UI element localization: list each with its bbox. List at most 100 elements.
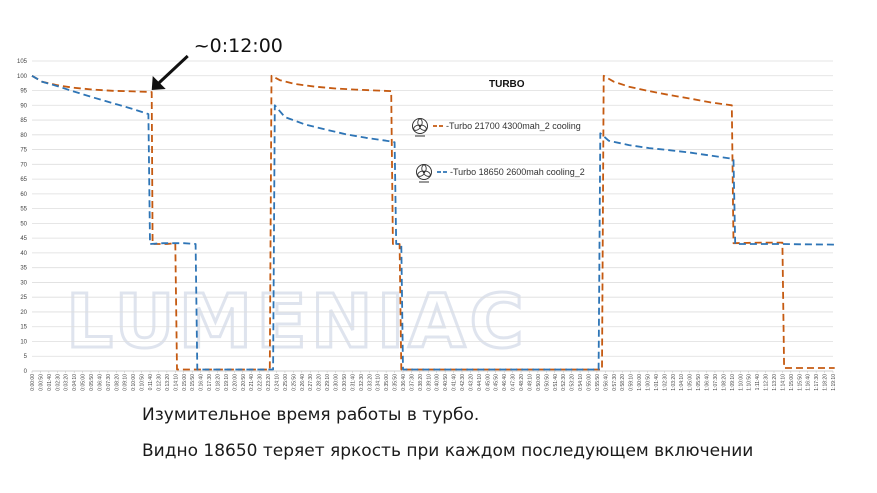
fan-icon-hub xyxy=(418,124,422,128)
x-tick-label: 1:12:30 xyxy=(764,374,770,391)
x-tick-label: 0:39:10 xyxy=(426,374,432,391)
x-tick-label: 0:32:30 xyxy=(359,374,365,391)
x-tick-label: 1:00:00 xyxy=(637,374,643,391)
series-21700-line xyxy=(31,74,835,371)
y-tick-label: 75 xyxy=(20,148,27,154)
x-tick-label: 0:15:50 xyxy=(190,374,196,391)
x-tick-label: 0:20:50 xyxy=(241,374,247,391)
legend-label: -Turbo 21700 4300mah_2 cooling xyxy=(446,121,581,131)
y-axis-ticks: 0 5 10 15 20 25 30 35 40 45 50 55 60 65 70 75 80 85 90 95 10… xyxy=(17,59,28,375)
x-tick-label: 0:56:40 xyxy=(603,374,609,391)
x-tick-label: 1:16:40 xyxy=(806,374,812,391)
legend-label: -Turbo 18650 2600mah cooling_2 xyxy=(450,167,585,177)
x-tick-label: 1:15:50 xyxy=(797,374,803,391)
y-tick-label: 105 xyxy=(17,59,28,65)
caption-line-2: Видно 18650 теряет яркость при каждом по… xyxy=(142,441,754,461)
y-tick-label: 50 xyxy=(20,221,27,227)
y-tick-label: 70 xyxy=(20,162,27,168)
x-tick-label: 0:31:40 xyxy=(350,374,356,391)
fan-icon xyxy=(412,118,428,137)
annotation-arrowhead xyxy=(151,76,166,90)
x-tick-label: 1:09:10 xyxy=(730,374,736,391)
x-tick-label: 0:35:50 xyxy=(393,374,399,391)
x-tick-label: 1:03:20 xyxy=(671,374,677,391)
x-tick-label: 0:10:00 xyxy=(131,374,137,391)
y-tick-label: 90 xyxy=(20,103,27,109)
x-tick-label: 0:00:00 xyxy=(30,374,36,391)
x-tick-label: 0:04:10 xyxy=(72,374,78,391)
x-tick-label: 0:17:30 xyxy=(207,374,213,391)
annotation-arrow xyxy=(155,54,189,87)
x-tick-label: 0:03:20 xyxy=(64,374,70,391)
x-tick-label: 0:16:40 xyxy=(199,374,205,391)
x-tick-label: 0:09:10 xyxy=(123,374,129,391)
y-tick-label: 60 xyxy=(20,192,27,198)
x-tick-label: 1:07:30 xyxy=(713,374,719,391)
x-tick-label: 0:12:30 xyxy=(156,374,162,391)
x-tick-label: 0:40:50 xyxy=(443,374,449,391)
y-tick-label: 30 xyxy=(20,280,27,286)
fan-icon xyxy=(416,164,432,183)
x-tick-label: 0:02:30 xyxy=(55,374,61,391)
x-tick-label: 0:48:20 xyxy=(519,374,525,391)
y-tick-label: 80 xyxy=(20,133,27,139)
x-tick-label: 0:28:20 xyxy=(317,374,323,391)
x-tick-label: 1:05:00 xyxy=(688,374,694,391)
x-tick-label: 0:45:00 xyxy=(485,374,491,391)
x-tick-label: 0:51:40 xyxy=(553,374,559,391)
x-tick-label: 0:55:50 xyxy=(595,374,601,391)
y-tick-label: 95 xyxy=(20,89,27,95)
x-tick-label: 0:40:00 xyxy=(435,374,441,391)
x-tick-label: 0:37:30 xyxy=(409,374,415,391)
x-tick-label: 0:36:40 xyxy=(401,374,407,391)
x-tick-label: 1:01:40 xyxy=(654,374,660,391)
annotation-label: ~0:12:00 xyxy=(194,35,283,57)
x-tick-label: 0:14:10 xyxy=(173,374,179,391)
x-tick-label: 0:25:00 xyxy=(283,374,289,391)
y-tick-label: 25 xyxy=(20,295,27,301)
x-tick-label: 0:54:10 xyxy=(578,374,584,391)
x-tick-label: 0:23:20 xyxy=(266,374,272,391)
x-tick-label: 0:07:30 xyxy=(106,374,112,391)
y-tick-label: 15 xyxy=(20,325,27,331)
y-tick-label: 55 xyxy=(20,207,27,213)
chart-gridlines xyxy=(32,60,833,372)
x-tick-label: 0:50:50 xyxy=(544,374,550,391)
x-tick-label: 0:06:40 xyxy=(97,374,103,391)
y-tick-label: 40 xyxy=(20,251,27,257)
x-tick-label: 1:19:10 xyxy=(831,374,837,391)
runtime-chart: LUMENIAC 0 5 10 15 20 25 30 35 40 45 50 55 60 65 70 75 8… xyxy=(17,35,837,391)
x-tick-label: 1:06:40 xyxy=(705,374,711,391)
y-tick-label: 100 xyxy=(17,74,28,80)
x-tick-label: 0:19:10 xyxy=(224,374,230,391)
y-tick-label: 20 xyxy=(20,310,27,316)
series-18650-line xyxy=(31,75,835,371)
x-tick-label: 1:02:30 xyxy=(662,374,668,391)
x-tick-label: 1:11:40 xyxy=(755,374,761,391)
x-tick-label: 0:58:20 xyxy=(620,374,626,391)
x-tick-label: 0:34:10 xyxy=(376,374,382,391)
fan-icon-hub xyxy=(422,170,426,174)
x-tick-label: 0:29:10 xyxy=(325,374,331,391)
x-tick-label: 0:47:30 xyxy=(511,374,517,391)
x-tick-label: 0:46:40 xyxy=(502,374,508,391)
chart-annotations: ~0:12:00 xyxy=(151,35,283,90)
y-tick-label: 0 xyxy=(24,369,28,375)
x-tick-label: 0:20:00 xyxy=(232,374,238,391)
x-tick-label: 1:14:10 xyxy=(780,374,786,391)
y-tick-label: 35 xyxy=(20,266,27,272)
x-tick-label: 0:49:10 xyxy=(527,374,533,391)
x-tick-label: 1:08:20 xyxy=(721,374,727,391)
x-tick-label: 0:25:50 xyxy=(291,374,297,391)
x-tick-label: 0:45:50 xyxy=(494,374,500,391)
x-tick-label: 0:43:20 xyxy=(468,374,474,391)
x-axis-ticks: 0:00:00 0:00:50 0:01:40 0:02:30 0:03:20 0:04:… xyxy=(30,371,837,391)
x-tick-label: 0:30:00 xyxy=(334,374,340,391)
x-tick-label: 0:52:30 xyxy=(561,374,567,391)
x-tick-label: 1:05:50 xyxy=(696,374,702,391)
x-tick-label: 0:24:10 xyxy=(275,374,281,391)
x-tick-label: 1:10:00 xyxy=(738,374,744,391)
x-tick-label: 0:53:20 xyxy=(570,374,576,391)
x-tick-label: 0:30:50 xyxy=(342,374,348,391)
